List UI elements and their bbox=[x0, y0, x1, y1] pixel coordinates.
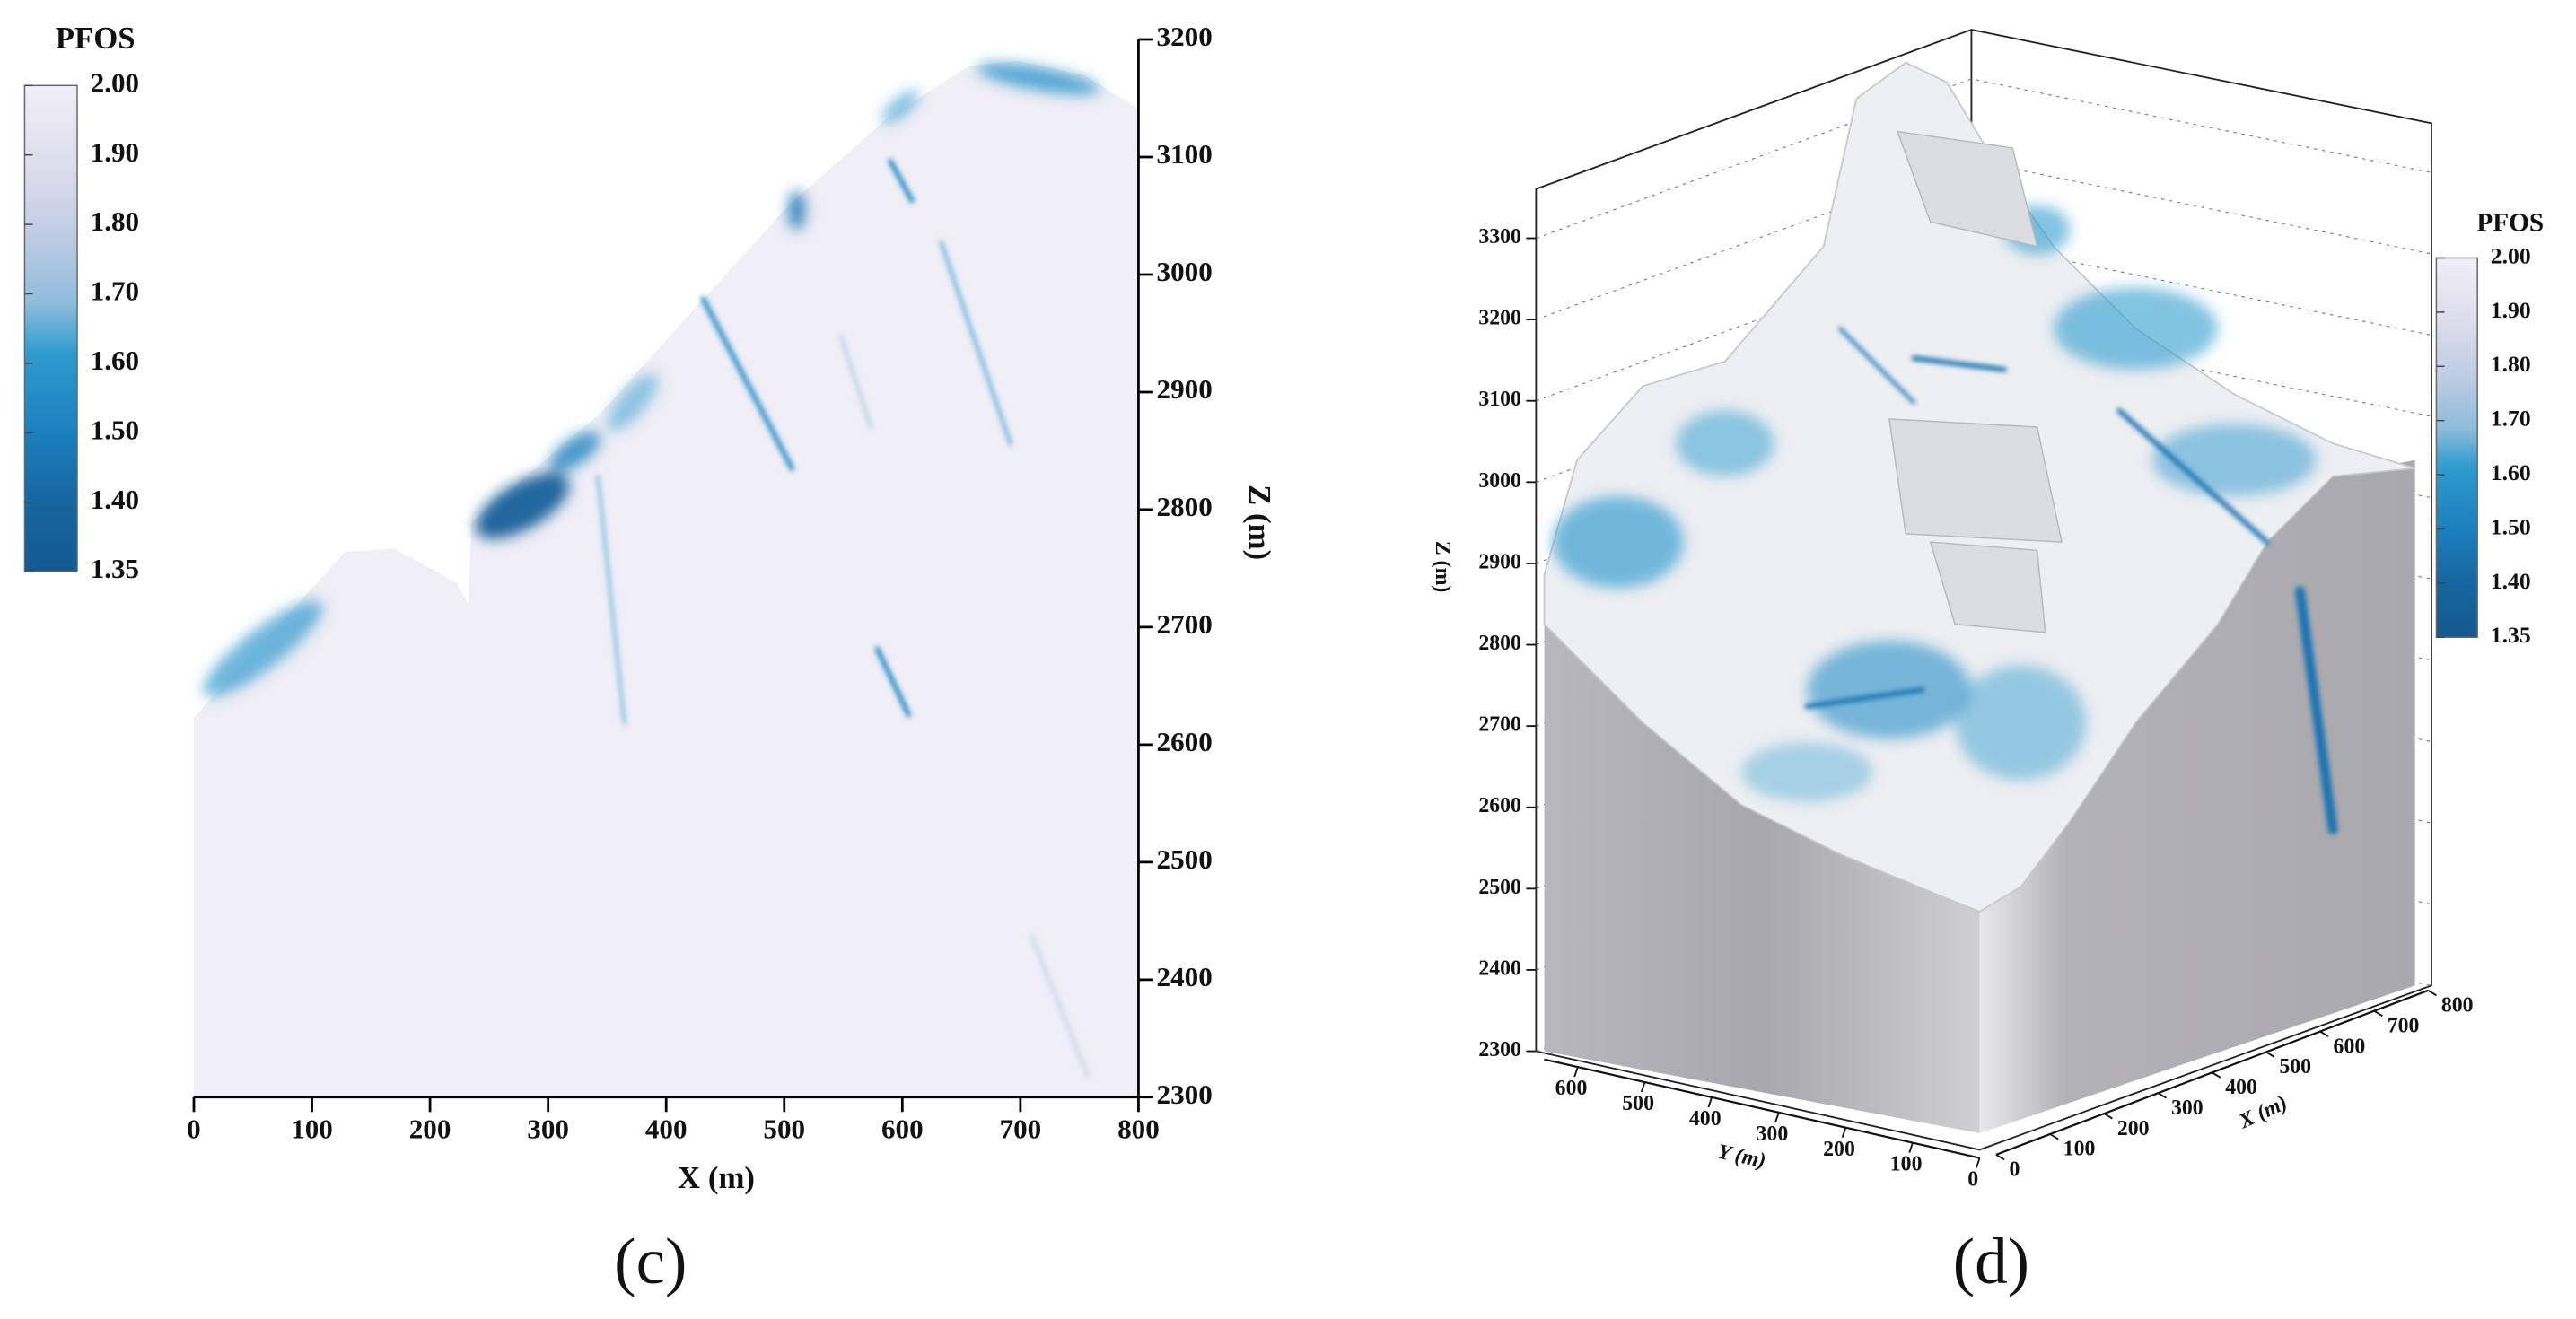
z-axis-label: Z (m) bbox=[1431, 541, 1454, 592]
y-tick bbox=[1841, 1127, 1847, 1138]
x-tick bbox=[2427, 990, 2437, 997]
failure-benches bbox=[1888, 130, 2063, 633]
z-tick-label: 2500 bbox=[1157, 843, 1213, 875]
x-tick-label: 100 bbox=[2063, 1138, 2096, 1161]
x-tick bbox=[2157, 1092, 2168, 1099]
z-tick-label: 2300 bbox=[1478, 1038, 1521, 1061]
z-tick-label: 2700 bbox=[1157, 608, 1213, 640]
y-tick-label: 100 bbox=[1890, 1153, 1923, 1176]
z-tick-label: 2700 bbox=[1478, 713, 1521, 737]
y-tick bbox=[1976, 1157, 1981, 1168]
colorbar-tick-label: 1.60 bbox=[91, 345, 139, 376]
colorbar-tick-label: 2.00 bbox=[2491, 242, 2531, 268]
z-tick-label: 2800 bbox=[1157, 491, 1213, 522]
z-tick-label: 2400 bbox=[1478, 956, 1521, 980]
panel-caption: (c) bbox=[614, 1225, 687, 1297]
x-tick-label: 100 bbox=[291, 1113, 333, 1144]
x-tick bbox=[2373, 1009, 2383, 1017]
x-tick-label: 300 bbox=[2171, 1096, 2204, 1120]
x-tick-label: 500 bbox=[2279, 1055, 2311, 1079]
z-tick-label: 2600 bbox=[1157, 726, 1213, 757]
x-tick bbox=[2212, 1071, 2221, 1079]
colorbar-tick-label: 2.00 bbox=[91, 66, 139, 98]
z-tick-label: 3100 bbox=[1478, 388, 1521, 411]
y-tick-label: 400 bbox=[1689, 1107, 1722, 1131]
colorbar-tick-label: 1.35 bbox=[91, 553, 139, 584]
x-tick-label: 700 bbox=[1000, 1113, 1042, 1144]
colorbar-tick-label: 1.70 bbox=[91, 275, 139, 307]
shear-bands bbox=[1804, 327, 2338, 834]
colorbar-tick-label: 1.70 bbox=[2491, 406, 2531, 432]
z-tick-label: 2500 bbox=[1478, 876, 1521, 899]
z-tick-label: 3300 bbox=[1478, 225, 1521, 249]
z-tick-label: 2900 bbox=[1478, 550, 1521, 573]
colorbar-tick-label: 1.60 bbox=[2491, 459, 2531, 485]
x-tick bbox=[2265, 1051, 2275, 1058]
colorbar-title: PFOS bbox=[2476, 209, 2544, 238]
colorbar-tick-label: 1.80 bbox=[2491, 351, 2531, 377]
x-tick bbox=[2319, 1030, 2329, 1037]
colorbar-tick-label: 1.50 bbox=[2491, 513, 2531, 539]
box-left-face bbox=[1544, 624, 1980, 1134]
z-tick-label: 3000 bbox=[1478, 469, 1521, 493]
y-tick-label: 0 bbox=[1967, 1168, 1978, 1192]
y-tick-label: 200 bbox=[1823, 1138, 1855, 1161]
y-tick bbox=[1640, 1081, 1646, 1093]
low-fos-zones bbox=[203, 63, 1100, 697]
x-axis-label: X (m) bbox=[678, 1160, 755, 1195]
x-tick-label: 600 bbox=[881, 1113, 924, 1144]
x-tick-label: 0 bbox=[2010, 1158, 2020, 1182]
y-tick bbox=[1707, 1096, 1713, 1108]
colorbar bbox=[2435, 257, 2478, 639]
y-tick bbox=[1573, 1066, 1579, 1078]
y-tick-label: 300 bbox=[1757, 1122, 1789, 1146]
y-tick bbox=[1908, 1142, 1914, 1153]
x-tick bbox=[2103, 1113, 2113, 1120]
section-plot: X (m) Z (m) (c) bbox=[193, 39, 1277, 1297]
colorbar-tick-label: 1.90 bbox=[91, 136, 139, 168]
x-tick-label: 200 bbox=[409, 1113, 451, 1144]
z-tick-label: 3200 bbox=[1478, 307, 1521, 330]
z-axis-label: Z (m) bbox=[1242, 485, 1277, 560]
colorbar-tick-label: 1.40 bbox=[2491, 568, 2531, 594]
x-tick-label: 400 bbox=[645, 1113, 688, 1144]
x-tick-label: 0 bbox=[187, 1113, 201, 1144]
z-tick-label: 2600 bbox=[1478, 794, 1521, 817]
colorbar-tick-label: 1.80 bbox=[91, 205, 139, 237]
x-tick-label: 300 bbox=[527, 1113, 569, 1144]
y-tick-label: 500 bbox=[1622, 1092, 1654, 1115]
z-tick-label: 2800 bbox=[1478, 632, 1521, 655]
x-tick bbox=[2049, 1133, 2059, 1140]
colorbar-tick-label: 1.90 bbox=[2491, 297, 2531, 323]
panel-caption: (d) bbox=[1953, 1225, 2029, 1297]
y-tick-label: 600 bbox=[1555, 1077, 1588, 1100]
x-tick-label: 800 bbox=[2441, 994, 2474, 1018]
x-tick-label: 200 bbox=[2117, 1117, 2150, 1140]
colorbar-title: PFOS bbox=[56, 21, 136, 56]
z-tick-label: 2900 bbox=[1157, 373, 1213, 405]
x-tick-label: 700 bbox=[2388, 1014, 2420, 1037]
y-axis bbox=[1544, 1058, 1980, 1159]
terrain: Y (m) X (m) Z (m) (d) 010020030040050060… bbox=[1431, 61, 2474, 1297]
shear-bands bbox=[595, 158, 1090, 1078]
x-tick-label: 600 bbox=[2334, 1035, 2366, 1058]
x-tick-label: 800 bbox=[1117, 1113, 1160, 1144]
x-tick-label: 500 bbox=[763, 1113, 805, 1144]
x-tick-label: 400 bbox=[2225, 1076, 2257, 1099]
y-tick bbox=[1774, 1112, 1780, 1123]
colorbar-tick-label: 1.35 bbox=[2491, 622, 2531, 648]
z-tick-label: 3000 bbox=[1157, 256, 1213, 287]
z-tick-label: 2300 bbox=[1157, 1079, 1213, 1110]
z-tick-label: 3200 bbox=[1157, 21, 1213, 52]
slope-section bbox=[193, 60, 1139, 1097]
z-tick-label: 2400 bbox=[1157, 961, 1213, 992]
z-tick-label: 3100 bbox=[1157, 138, 1213, 170]
colorbar-tick-label: 1.40 bbox=[91, 484, 139, 515]
low-fos-zones bbox=[1552, 205, 2317, 802]
colorbar bbox=[23, 84, 78, 572]
x-tick bbox=[1995, 1154, 2005, 1161]
colorbar-tick-label: 1.50 bbox=[91, 414, 139, 445]
